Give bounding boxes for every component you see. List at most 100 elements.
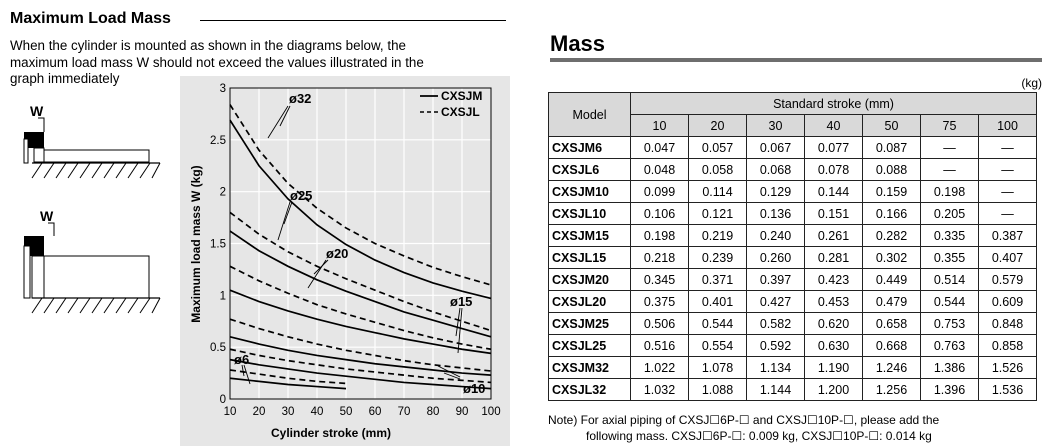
mass-value-cell: 0.239 [688,246,747,269]
mass-value-cell: 0.449 [862,268,921,291]
mass-value-cell: 1.256 [862,378,921,401]
mass-value-cell: 0.592 [746,334,805,357]
x-tick-label: 70 [398,406,411,418]
x-tick-label: 20 [253,406,266,418]
mass-value-cell: 0.668 [862,334,921,357]
table-row: CXSJL25 0.516 0.554 0.592 0.630 0.668 0.763 0.8… [548,334,1037,357]
x-tick-label: 10 [224,406,237,418]
mass-value-cell: 1.022 [630,356,689,379]
x-tick-label: 60 [369,406,382,418]
y-tick-label: 1.5 [210,239,226,251]
mass-value-cell: 0.057 [688,136,747,159]
mass-value-cell: 0.453 [804,290,863,313]
table-row: CXSJL32 1.032 1.088 1.144 1.200 1.256 1.396 1.5… [548,378,1037,401]
mass-value-cell: 0.198 [630,224,689,247]
mass-value-cell: — [978,180,1037,203]
x-axis-label: Cylinder stroke (mm) [271,426,391,440]
mass-value-cell: 0.129 [746,180,805,203]
model-cell: CXSJM32 [548,356,631,379]
table-row: CXSJL15 0.218 0.239 0.260 0.281 0.302 0.355 0.4… [548,246,1037,269]
series-cxsjl-phi15 [229,318,492,372]
mass-value-cell: 0.099 [630,180,689,203]
table-row: CXSJM25 0.506 0.544 0.582 0.620 0.658 0.753 0.8… [548,312,1037,335]
series-cxsjl-phi20 [229,265,492,351]
annotation-phi20: ø20 [326,246,348,261]
mass-value-cell: 0.219 [688,224,747,247]
mass-value-cell: 0.302 [862,246,921,269]
annotation-leaders [241,105,463,385]
annotation-phi10: ø10 [463,381,485,396]
annotation-phi15: ø15 [450,294,472,309]
mass-value-cell: 0.554 [688,334,747,357]
table-row: CXSJL6 0.048 0.058 0.068 0.078 0.088— — [548,158,1037,181]
max-load-chart: 0 0.5 1 1.5 2 2.5 3 10 20 30 40 50 60 70 80 90 100 Cyli… [180,76,510,446]
load-section-heading: Maximum Load Mass [10,10,171,27]
mass-value-cell: 1.144 [746,378,805,401]
mass-value-cell: 0.159 [862,180,921,203]
mass-value-cell: 0.282 [862,224,921,247]
mass-value-cell: 0.579 [978,268,1037,291]
load-label-w: W [40,208,54,224]
mass-value-cell: 0.345 [630,268,689,291]
y-tick-label: 3 [220,83,226,95]
y-tick-label: 1 [220,290,226,302]
mass-value-cell: 0.609 [978,290,1037,313]
mass-value-cell: 0.514 [920,268,979,291]
model-cell: CXSJM6 [548,136,631,159]
y-tick-label: 2.5 [210,135,226,147]
mass-value-cell: 0.582 [746,312,805,335]
mass-value-cell: 0.375 [630,290,689,313]
model-header: Model [548,92,631,137]
mass-value-cell: 0.858 [978,334,1037,357]
mass-value-cell: — [920,136,979,159]
mass-value-cell: 0.205 [920,202,979,225]
mounting-diagrams: W W [23,103,161,314]
stroke-header-cell: 30 [746,114,805,137]
mass-value-cell: 1.200 [804,378,863,401]
mass-value-cell: 0.281 [804,246,863,269]
mass-value-cell: 1.190 [804,356,863,379]
table-row: CXSJM10 0.099 0.114 0.129 0.144 0.159 0.198— [548,180,1037,203]
mass-table-body: CXSJM6 0.047 0.057 0.067 0.077 0.087— — CXSJL6 0… [548,136,1037,401]
mass-value-cell: 0.423 [804,268,863,291]
series-cxsjm-phi6 [229,377,347,390]
mass-value-cell: 0.058 [688,158,747,181]
heading-rule [550,58,1042,62]
mass-value-cell: 0.506 [630,312,689,335]
legend-label-cxsjm: CXSJM [441,89,482,103]
chart-series-group [229,104,492,390]
mass-value-cell: 0.479 [862,290,921,313]
y-tick-labels: 0 0.5 1 1.5 2 2.5 3 [210,83,226,406]
y-tick-label: 0 [220,394,226,406]
series-cxsjl-phi10 [229,348,492,384]
model-cell: CXSJL15 [548,246,631,269]
mass-value-cell: 0.544 [920,290,979,313]
mass-value-cell: 0.335 [920,224,979,247]
model-cell: CXSJM20 [548,268,631,291]
mass-value-cell: 1.396 [920,378,979,401]
stroke-header-cell: 75 [920,114,979,137]
x-tick-label: 80 [427,406,440,418]
series-cxsjm-phi32 [229,119,492,300]
mass-value-cell: 0.047 [630,136,689,159]
mass-note: Note) For axial piping of CXSJ☐6P-☐ and … [548,413,939,444]
mass-value-cell: 0.260 [746,246,805,269]
mass-value-cell: 1.386 [920,356,979,379]
mounting-diagram-large: W [23,208,161,314]
model-cell: CXSJM15 [548,224,631,247]
mass-value-cell: 0.763 [920,334,979,357]
heading-rule [200,20,506,21]
mass-value-cell: 0.371 [688,268,747,291]
mass-value-cell: 0.151 [804,202,863,225]
mass-value-cell: 1.526 [978,356,1037,379]
model-cell: CXSJL32 [548,378,631,401]
x-tick-labels: 10 20 30 40 50 60 70 80 90 100 [224,406,501,418]
stroke-header-cell: 10 [630,114,689,137]
chart-legend: CXSJM CXSJL [420,89,482,119]
series-cxsjm-phi15 [229,335,492,377]
chart-background [180,76,510,446]
stroke-header-cell: 20 [688,114,747,137]
x-tick-label: 40 [311,406,324,418]
mass-value-cell: 0.087 [862,136,921,159]
series-cxsjl-phi32 [229,104,492,286]
